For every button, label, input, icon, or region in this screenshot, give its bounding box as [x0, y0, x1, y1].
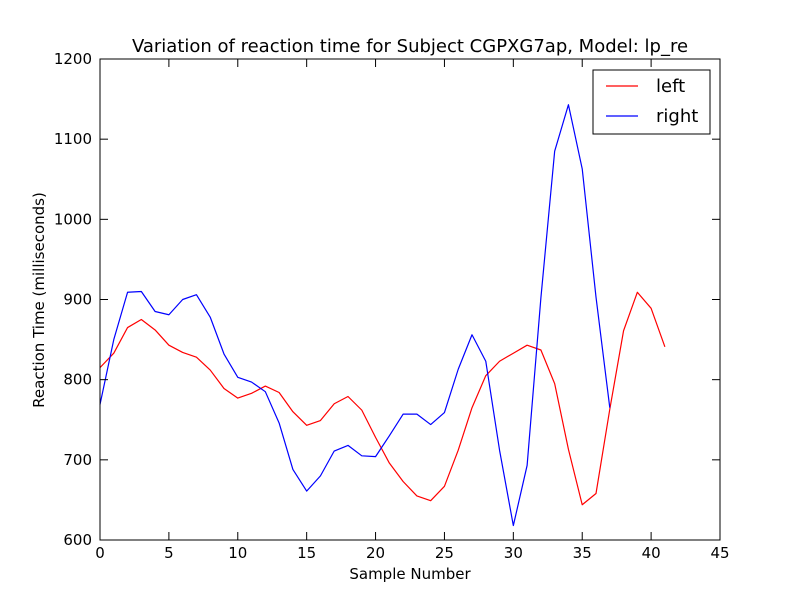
- x-tick-label: 15: [297, 544, 316, 562]
- x-tick-label: 30: [504, 544, 523, 562]
- ticks-layer: 0 5 10 15 20 25 30 35 40 45 600 700 800 900 1000 1100 12…: [54, 50, 730, 562]
- legend-left-label: left: [656, 76, 685, 97]
- x-tick-label: 25: [435, 544, 454, 562]
- series-line-left: [99, 291, 666, 506]
- legend-right-label: right: [656, 106, 698, 127]
- chart-title: Variation of reaction time for Subject C…: [132, 36, 688, 57]
- y-tick-label: 1200: [54, 50, 92, 68]
- x-axis-title: Sample Number: [349, 565, 471, 583]
- y-tick-label: 600: [63, 531, 92, 549]
- plot-frame: [99, 58, 721, 541]
- series-layer: [99, 104, 666, 527]
- legend-box: [592, 69, 711, 135]
- x-tick-label: 20: [366, 544, 385, 562]
- y-tick-label: 800: [63, 371, 92, 389]
- x-tick-label: 5: [164, 544, 174, 562]
- x-tick-label: 35: [573, 544, 592, 562]
- x-tick-label: 40: [642, 544, 661, 562]
- x-tick-label: 45: [710, 544, 729, 562]
- series-line-right: [99, 104, 611, 527]
- y-axis-title: Reaction Time (milliseconds): [30, 192, 48, 408]
- legend: left right: [592, 69, 711, 135]
- y-tick-label: 1100: [54, 130, 92, 148]
- y-tick-label: 700: [63, 451, 92, 469]
- x-tick-label: 0: [95, 544, 105, 562]
- y-tick-label: 900: [63, 291, 92, 309]
- y-tick-label: 1000: [54, 210, 92, 228]
- x-tick-label: 10: [228, 544, 247, 562]
